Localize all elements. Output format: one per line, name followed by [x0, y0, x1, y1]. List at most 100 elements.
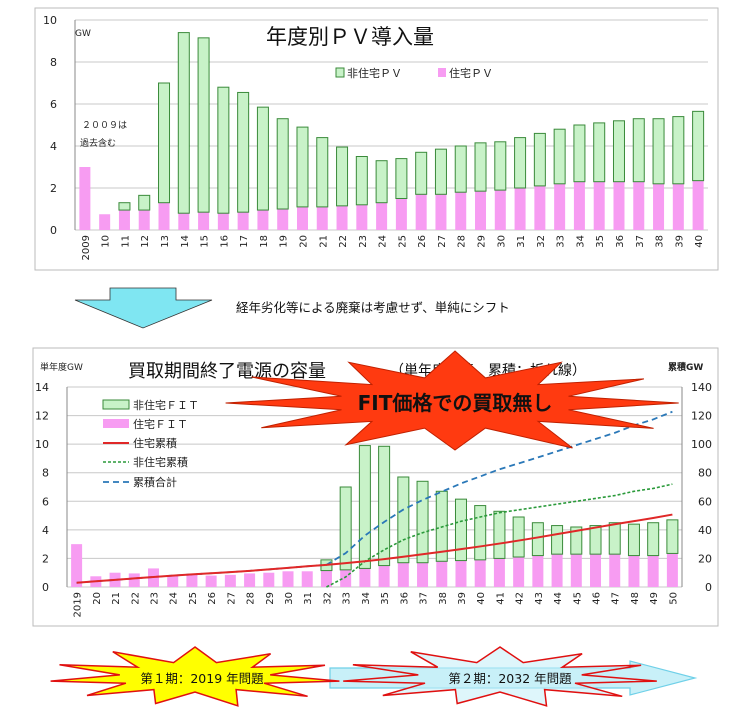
fit-burst-label: FIT価格での買取無し: [358, 391, 553, 415]
bar-res-fit: [244, 573, 256, 587]
y-tick-label: 2: [42, 552, 49, 565]
x-tick-label: 45: [572, 592, 583, 605]
x-tick-label: 25: [188, 592, 199, 605]
bar-res: [356, 204, 368, 230]
bar-res: [257, 210, 269, 230]
bar-nonres: [217, 86, 230, 214]
bar-nonres: [118, 202, 131, 211]
bar-nonres: [395, 158, 408, 200]
x-tick-label: 10: [101, 235, 112, 248]
bar-res: [395, 198, 407, 230]
bar-res: [376, 202, 388, 230]
bar-nonres: [533, 132, 546, 187]
legend-label-nonres-cum: 非住宅累積: [133, 455, 188, 469]
x-tick-label: 2019: [73, 592, 84, 617]
bar-res-fit: [167, 575, 179, 587]
y-tick-label: 4: [50, 140, 57, 153]
x-tick-label: 32: [322, 592, 333, 605]
legend-label-res-fit: 住宅ＦＩＴ: [133, 417, 188, 431]
down-arrow-icon: [74, 287, 213, 329]
bar-res: [296, 206, 308, 230]
bar-res-fit: [359, 568, 371, 587]
x-tick-label: 11: [120, 235, 131, 248]
legend-swatch-res-fit: [103, 419, 129, 428]
bar-res: [79, 167, 91, 230]
bar-res: [455, 192, 467, 230]
x-tick-label: 34: [361, 592, 372, 605]
x-tick-label: 41: [495, 592, 506, 605]
chart1-legend: 非住宅ＰＶ 住宅ＰＶ: [335, 66, 493, 80]
bar-res-fit: [436, 561, 448, 587]
bar-res: [613, 181, 625, 230]
x-tick-label: 29: [477, 235, 488, 248]
phase2-burst-shape: [343, 646, 657, 707]
bar-nonres-fit: [416, 480, 429, 564]
chart2-ylabel: 単年度GW: [40, 361, 83, 373]
x-tick-label: 35: [380, 592, 391, 605]
bar-res: [475, 191, 487, 230]
y-tick-label: 10: [43, 14, 57, 27]
x-tick-label: 20: [298, 235, 309, 248]
shift-note: 経年劣化等による廃棄は考慮せず、単純にシフト: [236, 300, 510, 315]
bar-res: [198, 212, 210, 230]
bar-res: [633, 181, 645, 230]
x-tick-label: 26: [417, 235, 428, 248]
bar-nonres-fit: [531, 522, 544, 557]
bar-nonres: [514, 137, 527, 189]
y-tick-label: 14: [35, 381, 49, 394]
chart2-frame: [32, 347, 719, 627]
bar-res: [435, 194, 447, 230]
bar-res: [237, 212, 249, 230]
legend-label-total-cum: 累積合計: [133, 475, 177, 489]
x-tick-label: 20: [92, 592, 103, 605]
bar-res: [593, 181, 605, 230]
phase1-label: 第１期：2019 年問題: [140, 671, 264, 686]
bar-res-fit: [647, 555, 659, 587]
y-tick-label: 0: [50, 224, 57, 237]
x-tick-label: 2009: [81, 235, 92, 260]
bar-nonres: [553, 128, 566, 185]
phase2-label: 第２期：2032 年問題: [448, 671, 572, 686]
x-tick-label: 18: [259, 235, 270, 248]
x-tick-label: 27: [226, 592, 237, 605]
bar-nonres: [177, 32, 190, 214]
x-tick-label: 30: [284, 592, 295, 605]
chart2-y2label: 累積GW: [668, 361, 703, 373]
bar-nonres: [296, 126, 309, 208]
bar-nonres: [158, 82, 171, 204]
x-tick-label: 24: [378, 235, 389, 248]
chart1-annotation-line1: ２００９は: [82, 120, 127, 131]
bar-res: [217, 213, 229, 230]
bar-res-fit: [609, 554, 621, 587]
bar-nonres: [692, 110, 705, 182]
x-tick-label: 16: [219, 235, 230, 248]
y-tick-label: 2: [50, 182, 57, 195]
bar-res-fit: [320, 570, 332, 587]
bar-nonres: [494, 141, 507, 191]
bar-nonres: [652, 118, 665, 185]
chart1-title: 年度別ＰＶ導入量: [266, 25, 434, 49]
y-tick-label: 0: [42, 581, 49, 594]
y2-tick-label: 60: [698, 495, 712, 508]
bar-res-fit: [455, 560, 467, 587]
bar-res-fit: [551, 554, 563, 587]
bar-res-fit: [474, 559, 486, 587]
bar-res-fit: [628, 555, 640, 587]
x-tick-label: 39: [674, 235, 685, 248]
bar-nonres: [138, 194, 151, 211]
bar-nonres-fit: [512, 516, 525, 558]
chart1-annotation-line2: 過去含む: [80, 137, 116, 149]
x-tick-label: 36: [615, 235, 626, 248]
x-tick-label: 38: [438, 592, 449, 605]
bar-res-fit: [417, 562, 429, 587]
x-tick-label: 36: [399, 592, 410, 605]
x-tick-label: 37: [419, 592, 430, 605]
fit-burst-shape: [225, 350, 679, 451]
x-tick-label: 23: [149, 592, 160, 605]
y2-tick-label: 20: [698, 552, 712, 565]
chart1-ylabel: GW: [75, 29, 91, 39]
bar-nonres-fit: [397, 476, 410, 564]
bar-res: [118, 210, 130, 230]
bar-res-fit: [301, 571, 313, 587]
